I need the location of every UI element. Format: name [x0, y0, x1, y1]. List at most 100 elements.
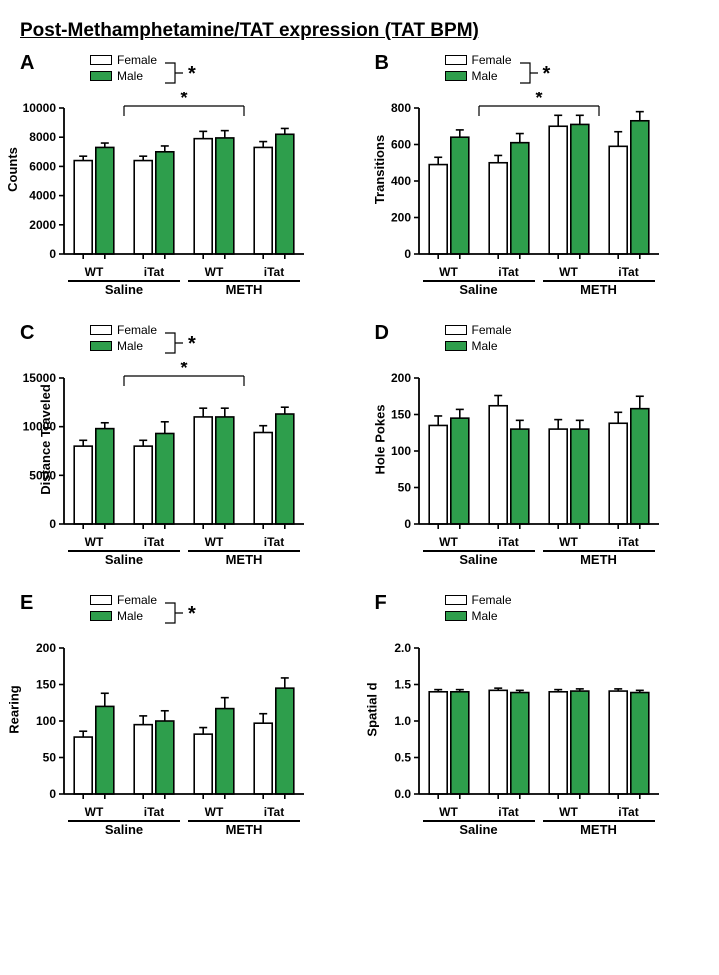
legend: Female Male — [90, 52, 157, 84]
group-label: METH — [184, 282, 304, 297]
legend-swatch-male — [90, 611, 112, 621]
x-category: WT — [539, 535, 599, 549]
panel-label: E — [20, 592, 33, 615]
svg-text:50: 50 — [43, 751, 57, 765]
x-category: iTat — [479, 265, 539, 279]
x-axis-labels: WTiTatWTiTat — [419, 805, 659, 819]
legend-item-male: Male — [90, 608, 157, 624]
legend-item-female: Female — [445, 322, 512, 338]
panel-B: B Female Male * Transitions 020040060080… — [375, 57, 700, 297]
svg-text:200: 200 — [36, 641, 56, 655]
svg-text:200: 200 — [390, 211, 410, 225]
svg-text:150: 150 — [36, 678, 56, 692]
svg-text:0: 0 — [49, 517, 56, 531]
svg-text:*: * — [180, 92, 187, 108]
legend-bracket-icon — [165, 59, 185, 87]
chart-area: Hole Pokes 050100150200 WTiTatWTiTat Sal… — [375, 362, 700, 567]
legend-swatch-female — [445, 55, 467, 65]
legend-label: Male — [472, 338, 498, 354]
legend-item-male: Male — [90, 338, 157, 354]
panel-label: B — [375, 52, 389, 75]
legend-swatch-female — [90, 325, 112, 335]
svg-text:10000: 10000 — [23, 101, 57, 115]
legend-item-female: Female — [90, 592, 157, 608]
svg-text:4000: 4000 — [29, 189, 56, 203]
x-category: iTat — [599, 265, 659, 279]
group-label: METH — [184, 822, 304, 837]
legend-label: Male — [117, 608, 143, 624]
y-axis-label: Spatial d — [364, 682, 379, 736]
svg-text:0: 0 — [49, 247, 56, 261]
chart-area: Rearing 050100150200 WTiTatWTiTat Saline… — [20, 632, 345, 837]
panel-label: D — [375, 322, 389, 345]
group-label: Saline — [64, 552, 184, 567]
group-labels: SalineMETH — [419, 552, 659, 567]
legend: Female Male — [445, 592, 512, 624]
group-label: Saline — [419, 282, 539, 297]
legend-label: Female — [472, 592, 512, 608]
x-category: WT — [64, 265, 124, 279]
svg-text:600: 600 — [390, 138, 410, 152]
legend-swatch-male — [445, 341, 467, 351]
y-axis-label: Hole Pokes — [372, 404, 387, 474]
group-labels: SalineMETH — [64, 282, 304, 297]
panel-A: A Female Male * Counts 02000400060008000… — [20, 57, 345, 297]
svg-text:150: 150 — [390, 408, 410, 422]
group-label: METH — [539, 552, 659, 567]
svg-text:8000: 8000 — [29, 130, 56, 144]
x-category: WT — [419, 265, 479, 279]
legend-swatch-male — [90, 71, 112, 81]
group-label: METH — [184, 552, 304, 567]
x-axis-labels: WTiTatWTiTat — [64, 265, 304, 279]
group-label: Saline — [64, 282, 184, 297]
svg-text:2.0: 2.0 — [394, 641, 411, 655]
x-category: WT — [184, 805, 244, 819]
legend-label: Male — [472, 608, 498, 624]
group-labels: SalineMETH — [64, 822, 304, 837]
legend-item-male: Male — [445, 608, 512, 624]
legend-label: Female — [117, 322, 157, 338]
y-axis-label: Distance Traveled — [38, 384, 53, 495]
panel-grid: A Female Male * Counts 02000400060008000… — [20, 57, 699, 837]
x-category: WT — [419, 535, 479, 549]
x-category: iTat — [244, 265, 304, 279]
chart-area: Counts 0200040006000800010000* WTiTatWTi… — [20, 92, 345, 297]
svg-text:*: * — [180, 362, 187, 378]
svg-text:0.5: 0.5 — [394, 751, 411, 765]
group-label: Saline — [419, 822, 539, 837]
x-category: iTat — [244, 805, 304, 819]
legend-label: Male — [472, 68, 498, 84]
svg-text:200: 200 — [390, 371, 410, 385]
legend-label: Female — [117, 592, 157, 608]
legend-bracket-icon — [165, 329, 185, 357]
legend-swatch-female — [90, 55, 112, 65]
legend: Female Male — [90, 322, 157, 354]
legend-bracket-icon — [165, 599, 185, 627]
x-axis-labels: WTiTatWTiTat — [64, 805, 304, 819]
legend-label: Female — [472, 322, 512, 338]
legend: Female Male — [445, 322, 512, 354]
legend-label: Female — [117, 52, 157, 68]
x-category: WT — [539, 265, 599, 279]
group-label: METH — [539, 282, 659, 297]
significance-star: * — [188, 333, 196, 356]
chart-area: Distance Traveled 050001000015000* WTiTa… — [20, 362, 345, 567]
panel-F: F Female Male Spatial d 0.00.51.01.52.0 … — [375, 597, 700, 837]
panel-label: C — [20, 322, 34, 345]
y-axis-label: Transitions — [372, 135, 387, 204]
group-label: Saline — [64, 822, 184, 837]
panel-E: E Female Male * Rearing 050100150200 WTi… — [20, 597, 345, 837]
svg-text:100: 100 — [390, 444, 410, 458]
significance-star: * — [188, 63, 196, 86]
svg-text:0: 0 — [404, 517, 411, 531]
group-labels: SalineMETH — [419, 822, 659, 837]
legend-item-male: Male — [90, 68, 157, 84]
legend-label: Male — [117, 68, 143, 84]
svg-text:0: 0 — [49, 787, 56, 801]
x-category: iTat — [124, 805, 184, 819]
svg-text:0: 0 — [404, 247, 411, 261]
legend: Female Male — [445, 52, 512, 84]
legend-item-male: Male — [445, 338, 512, 354]
x-category: WT — [539, 805, 599, 819]
svg-text:100: 100 — [36, 714, 56, 728]
